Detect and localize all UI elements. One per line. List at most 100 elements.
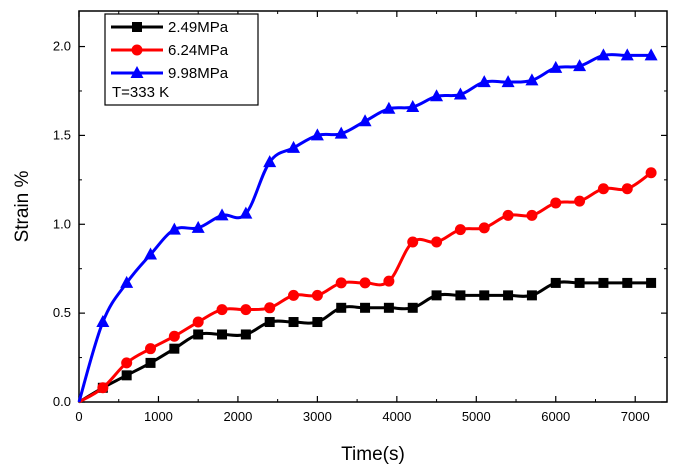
data-point	[596, 48, 610, 61]
y-tick-label: 1.5	[53, 127, 71, 142]
legend-label: 9.98MPa	[168, 65, 229, 82]
data-point	[169, 343, 180, 354]
data-point	[503, 290, 514, 301]
data-point	[526, 290, 537, 301]
series-layer	[77, 48, 658, 404]
data-point	[454, 224, 466, 236]
data-point	[120, 275, 134, 288]
data-point	[502, 209, 514, 221]
data-point	[477, 75, 491, 88]
data-point	[121, 357, 133, 369]
legend-label: 2.49MPa	[168, 19, 229, 36]
legend-marker	[132, 22, 142, 32]
data-point	[193, 329, 204, 340]
x-axis-title: Time(s)	[341, 444, 405, 465]
data-point	[145, 357, 156, 368]
data-point	[215, 208, 229, 221]
data-point	[312, 317, 323, 328]
data-point	[96, 315, 110, 328]
data-point	[526, 209, 538, 221]
x-tick-label: 4000	[382, 409, 411, 424]
x-tick-label: 3000	[303, 409, 332, 424]
data-point	[431, 290, 442, 301]
data-point	[264, 317, 275, 328]
data-point	[407, 302, 418, 313]
data-point	[383, 302, 394, 313]
legend-marker	[131, 44, 143, 56]
data-point	[360, 302, 371, 313]
data-point	[239, 206, 253, 219]
data-point	[479, 290, 490, 301]
data-point	[121, 370, 132, 381]
y-tick-label: 1.0	[53, 216, 71, 231]
data-point	[336, 302, 347, 313]
data-point	[382, 101, 396, 114]
data-point	[621, 183, 633, 195]
data-point	[359, 277, 371, 289]
data-point	[645, 167, 657, 179]
data-point	[430, 89, 444, 102]
data-point	[217, 329, 228, 340]
data-point	[550, 277, 561, 288]
series-2.49MPa	[78, 277, 657, 404]
y-tick-label: 0.0	[53, 394, 71, 409]
y-axis-title: Strain %	[12, 170, 33, 242]
data-point	[620, 48, 634, 61]
data-point	[145, 343, 157, 355]
data-point	[598, 277, 609, 288]
axis-ticks: 0 1000 2000 3000 4000 5000 6000 7000 0.0 0.5 1.0 1.…	[53, 11, 667, 424]
data-point	[263, 155, 277, 168]
data-point	[455, 290, 466, 301]
plot-frame	[78, 10, 668, 403]
data-point	[334, 126, 348, 139]
series-9.98MPa	[77, 48, 658, 403]
data-point	[335, 277, 347, 289]
data-point	[383, 275, 395, 287]
data-point	[97, 382, 109, 394]
data-point	[453, 87, 467, 100]
data-point	[144, 247, 158, 260]
data-point	[168, 330, 180, 342]
y-tick-label: 2.0	[53, 39, 71, 54]
x-tick-label: 5000	[462, 409, 491, 424]
data-point	[574, 277, 585, 288]
data-point	[478, 222, 490, 234]
legend-label: 6.24MPa	[168, 42, 229, 59]
data-point	[216, 304, 228, 316]
data-point	[358, 114, 372, 127]
x-tick-label: 6000	[541, 409, 570, 424]
data-point	[288, 317, 299, 328]
plot-border	[78, 10, 668, 403]
data-point	[573, 59, 587, 72]
data-point	[431, 236, 443, 248]
data-point	[622, 277, 633, 288]
series-line	[77, 53, 652, 403]
data-point	[550, 197, 562, 209]
data-point	[574, 195, 586, 207]
data-point	[191, 220, 205, 233]
legend-box	[104, 13, 259, 106]
data-point	[311, 289, 323, 301]
data-point	[240, 329, 251, 340]
data-point	[264, 302, 276, 314]
temperature-annotation: T=333 K	[112, 84, 169, 101]
data-point	[310, 128, 324, 141]
data-point	[240, 304, 252, 316]
y-tick-label: 0.5	[53, 305, 71, 320]
x-tick-label: 2000	[223, 409, 252, 424]
data-point	[597, 183, 609, 195]
x-tick-label: 0	[75, 409, 82, 424]
data-point	[167, 222, 181, 235]
x-tick-label: 7000	[621, 409, 650, 424]
data-point	[407, 236, 419, 248]
data-point	[287, 140, 301, 153]
data-point	[501, 75, 515, 88]
data-point	[644, 48, 658, 61]
series-6.24MPa	[78, 167, 657, 404]
data-point	[192, 316, 204, 328]
legend-marker	[130, 66, 144, 78]
data-point	[646, 277, 657, 288]
data-point	[288, 289, 300, 301]
data-point	[549, 60, 563, 73]
